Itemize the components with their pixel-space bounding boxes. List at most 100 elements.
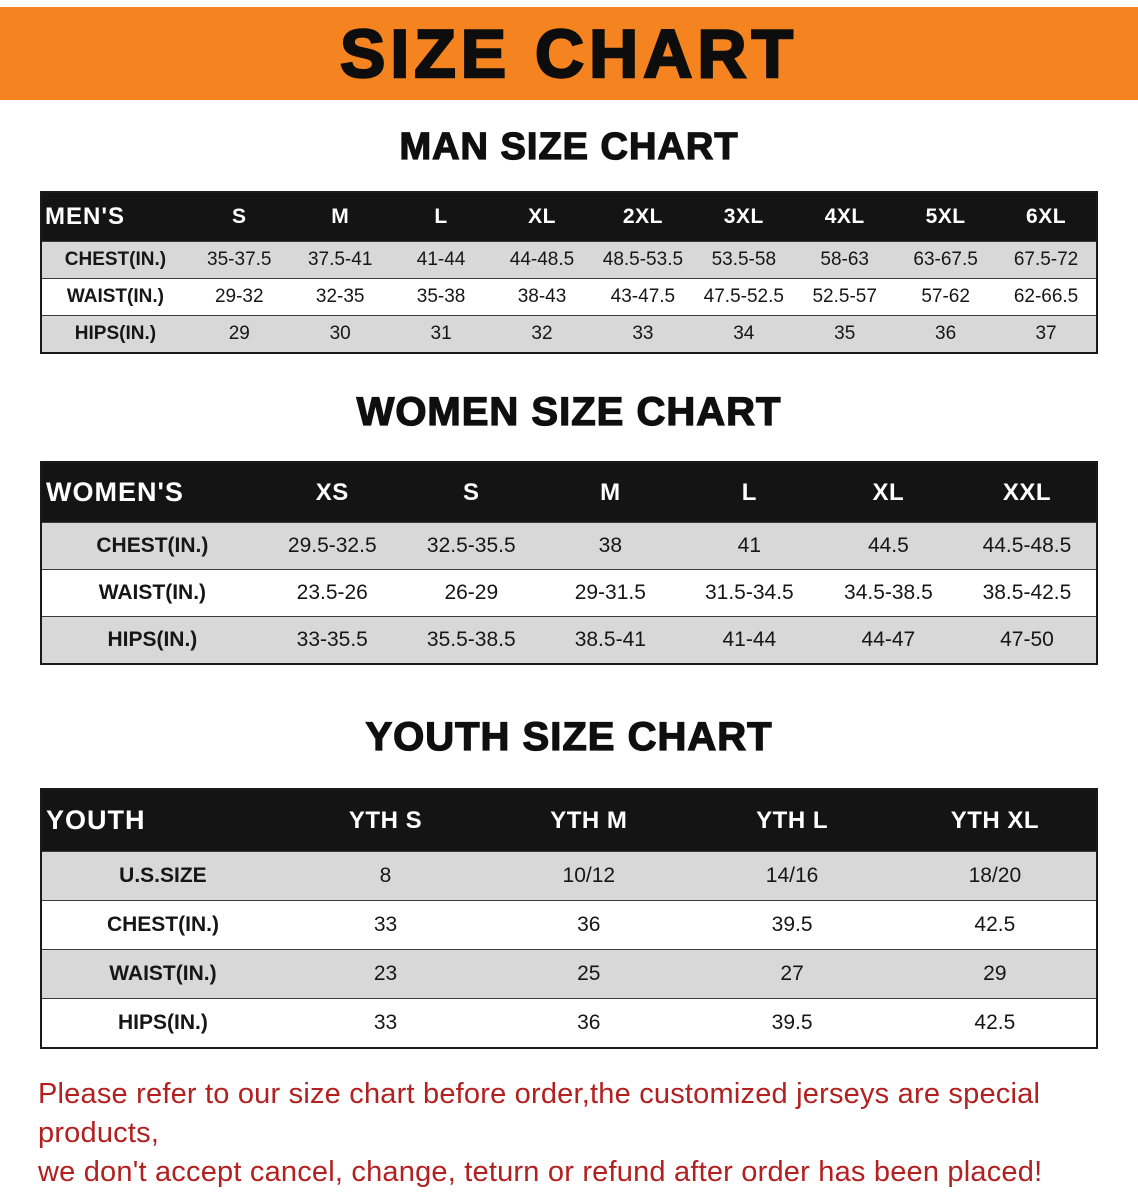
header-row: WOMEN'S XS S M L XL XXL xyxy=(41,462,1097,523)
value-cell: 18/20 xyxy=(893,851,1097,901)
header-row: YOUTH YTH S YTH M YTH L YTH XL xyxy=(41,789,1097,852)
table-row: CHEST(IN.) 33 36 39.5 42.5 xyxy=(41,900,1097,950)
value-cell: 48.5-53.5 xyxy=(592,241,694,279)
value-cell: 38-43 xyxy=(491,278,593,316)
row-label: U.S.SIZE xyxy=(41,851,284,901)
women-size-table: WOMEN'S XS S M L XL XXL CHEST(IN.) 29.5-32.5 32.5… xyxy=(40,461,1098,665)
value-cell: 44-48.5 xyxy=(491,241,593,279)
size-header-cell: L xyxy=(390,192,492,242)
value-cell: 29 xyxy=(188,315,290,353)
size-header-cell: S xyxy=(401,462,541,523)
row-label: CHEST(IN.) xyxy=(41,900,284,950)
value-cell: 8 xyxy=(283,851,488,901)
value-cell: 38.5-41 xyxy=(540,616,680,664)
row-label: HIPS(IN.) xyxy=(41,616,263,664)
value-cell: 35-38 xyxy=(390,278,492,316)
value-cell: 36 xyxy=(487,998,691,1048)
row-label: HIPS(IN.) xyxy=(41,998,284,1048)
value-cell: 42.5 xyxy=(893,998,1097,1048)
size-header-cell: 4XL xyxy=(794,192,896,242)
value-cell: 32.5-35.5 xyxy=(401,522,541,570)
banner: SIZE CHART xyxy=(0,7,1138,100)
value-cell: 37.5-41 xyxy=(289,241,391,279)
size-header-cell: YTH XL xyxy=(893,789,1097,852)
value-cell: 23 xyxy=(283,949,488,999)
value-cell: 63-67.5 xyxy=(895,241,997,279)
value-cell: 33 xyxy=(283,900,488,950)
size-header-cell: YTH M xyxy=(487,789,691,852)
men-section-heading: MAN SIZE CHART xyxy=(399,125,739,168)
women-size-section: WOMEN SIZE CHART WOMEN'S XS S M L XL XXL CHEST(I… xyxy=(0,389,1138,665)
value-cell: 35.5-38.5 xyxy=(401,616,541,664)
size-header-cell: S xyxy=(188,192,290,242)
row-label: HIPS(IN.) xyxy=(41,315,189,353)
value-cell: 44.5 xyxy=(818,522,958,570)
value-cell: 38 xyxy=(540,522,680,570)
table-row: WAIST(IN.) 23.5-26 26-29 29-31.5 31.5-34.5 34… xyxy=(41,569,1097,617)
value-cell: 33 xyxy=(592,315,694,353)
value-cell: 14/16 xyxy=(690,851,894,901)
value-cell: 43-47.5 xyxy=(592,278,694,316)
table-row: CHEST(IN.) 35-37.5 37.5-41 41-44 44-48.5 48.5… xyxy=(41,241,1097,279)
men-size-section: MAN SIZE CHART MEN'S S M L XL 2XL 3XL 4XL 5XL 6XL C… xyxy=(0,125,1138,354)
row-label: WAIST(IN.) xyxy=(41,569,263,617)
row-label: CHEST(IN.) xyxy=(41,241,189,279)
size-header-cell: XS xyxy=(262,462,402,523)
men-size-table: MEN'S S M L XL 2XL 3XL 4XL 5XL 6XL CHEST(IN.) 35-37… xyxy=(40,191,1098,354)
value-cell: 29-31.5 xyxy=(540,569,680,617)
value-cell: 33 xyxy=(283,998,488,1048)
value-cell: 31 xyxy=(390,315,492,353)
value-cell: 35-37.5 xyxy=(188,241,290,279)
page-title: SIZE CHART xyxy=(339,15,798,92)
disclaimer-line-1: Please refer to our size chart before or… xyxy=(38,1078,1041,1149)
value-cell: 53.5-58 xyxy=(693,241,795,279)
value-cell: 67.5-72 xyxy=(996,241,1097,279)
value-cell: 35 xyxy=(794,315,896,353)
table-row: CHEST(IN.) 29.5-32.5 32.5-35.5 38 41 44.5 44.5… xyxy=(41,522,1097,570)
value-cell: 39.5 xyxy=(690,900,894,950)
table-title-cell: MEN'S xyxy=(41,192,189,242)
value-cell: 52.5-57 xyxy=(794,278,896,316)
value-cell: 36 xyxy=(487,900,691,950)
size-header-cell: YTH L xyxy=(690,789,894,852)
size-header-cell: XXL xyxy=(957,462,1097,523)
value-cell: 39.5 xyxy=(690,998,894,1048)
youth-size-table: YOUTH YTH S YTH M YTH L YTH XL U.S.SIZE 8 10/12… xyxy=(40,788,1098,1049)
row-label: WAIST(IN.) xyxy=(41,949,284,999)
value-cell: 36 xyxy=(895,315,997,353)
row-label: CHEST(IN.) xyxy=(41,522,263,570)
size-header-cell: L xyxy=(679,462,819,523)
size-header-cell: YTH S xyxy=(283,789,488,852)
value-cell: 47.5-52.5 xyxy=(693,278,795,316)
disclaimer-line-2: we don't accept cancel, change, teturn o… xyxy=(38,1155,1043,1188)
table-row: U.S.SIZE 8 10/12 14/16 18/20 xyxy=(41,851,1097,901)
value-cell: 41-44 xyxy=(679,616,819,664)
value-cell: 26-29 xyxy=(401,569,541,617)
value-cell: 41 xyxy=(679,522,819,570)
value-cell: 32-35 xyxy=(289,278,391,316)
value-cell: 44-47 xyxy=(818,616,958,664)
size-charts: MAN SIZE CHART MEN'S S M L XL 2XL 3XL 4XL 5XL 6XL C… xyxy=(0,125,1138,1049)
size-header-cell: M xyxy=(289,192,391,242)
youth-section-heading: YOUTH SIZE CHART xyxy=(365,714,773,759)
table-title-cell: YOUTH xyxy=(41,789,284,852)
value-cell: 62-66.5 xyxy=(996,278,1097,316)
value-cell: 29.5-32.5 xyxy=(262,522,402,570)
value-cell: 29-32 xyxy=(188,278,290,316)
value-cell: 31.5-34.5 xyxy=(679,569,819,617)
value-cell: 23.5-26 xyxy=(262,569,402,617)
size-header-cell: XL xyxy=(818,462,958,523)
value-cell: 29 xyxy=(893,949,1097,999)
table-row: HIPS(IN.) 29 30 31 32 33 34 35 36 37 xyxy=(41,315,1097,353)
value-cell: 58-63 xyxy=(794,241,896,279)
value-cell: 38.5-42.5 xyxy=(957,569,1097,617)
value-cell: 47-50 xyxy=(957,616,1097,664)
table-row: HIPS(IN.) 33-35.5 35.5-38.5 38.5-41 41-44 44-… xyxy=(41,616,1097,664)
size-header-cell: 3XL xyxy=(693,192,795,242)
size-header-cell: XL xyxy=(491,192,593,242)
value-cell: 57-62 xyxy=(895,278,997,316)
value-cell: 37 xyxy=(996,315,1097,353)
table-row: WAIST(IN.) 23 25 27 29 xyxy=(41,949,1097,999)
size-header-cell: 2XL xyxy=(592,192,694,242)
row-label: WAIST(IN.) xyxy=(41,278,189,316)
